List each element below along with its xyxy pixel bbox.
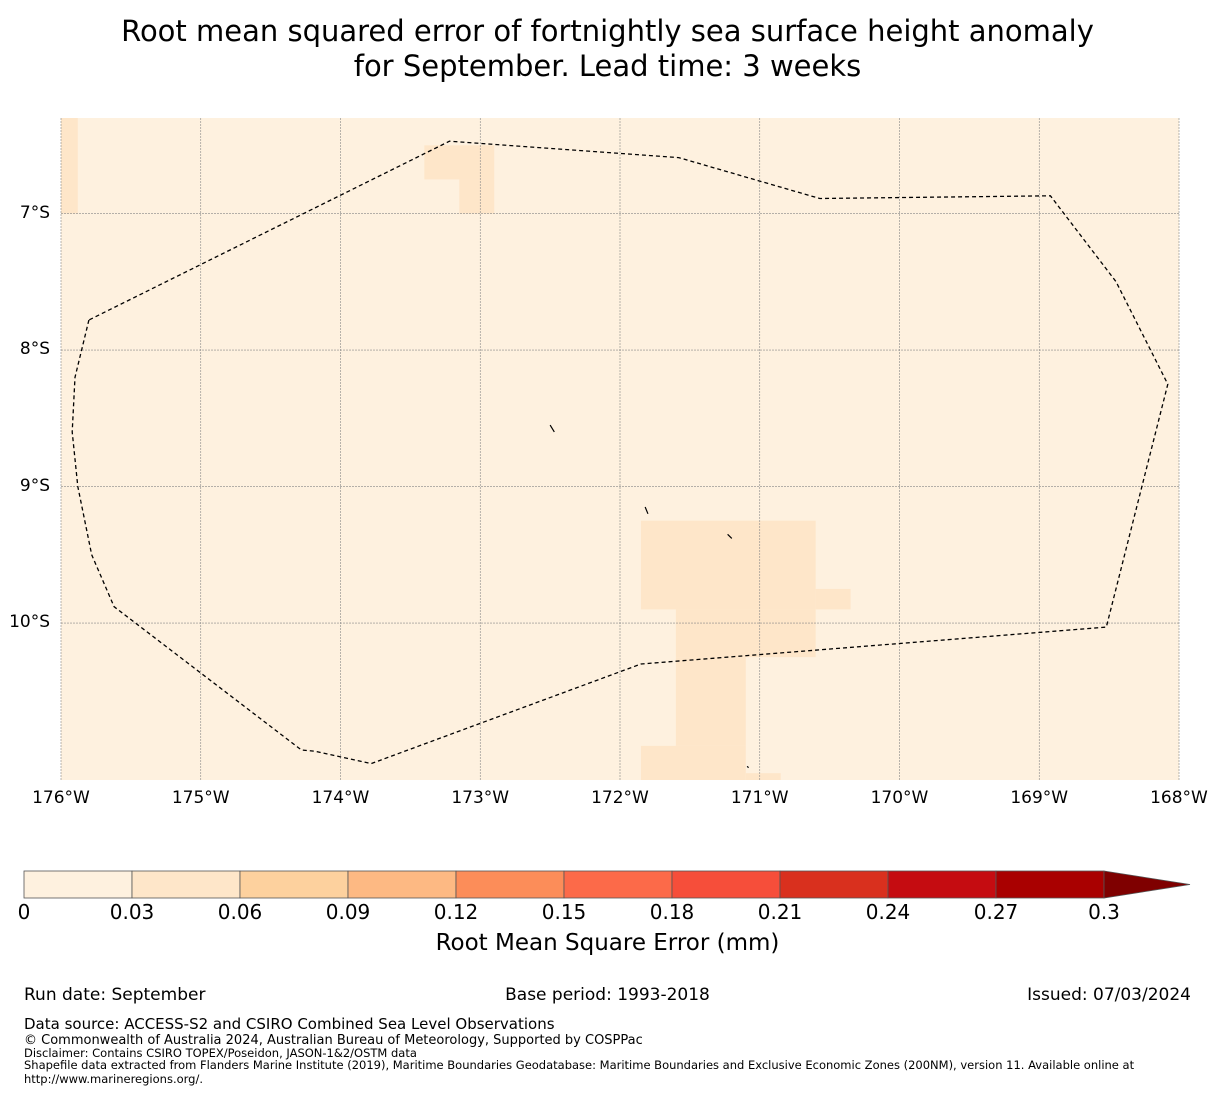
colorbar-segment — [347, 870, 457, 899]
colorbar-label: Root Mean Square Error (mm) — [435, 930, 780, 956]
colorbar-tick-label: 0.3 — [1088, 900, 1120, 924]
rmse-cell — [424, 145, 495, 180]
colorbar-tick-label: 0.18 — [649, 900, 695, 924]
base-period: Base period: 1993-2018 — [505, 985, 710, 1005]
colorbar-tick-label: 0.21 — [757, 900, 803, 924]
latitude-tick-label: 8°S — [19, 339, 50, 360]
title-line-1: Root mean squared error of fortnightly s… — [121, 14, 1094, 48]
latitude-tick-label: 9°S — [19, 475, 50, 496]
run-date: Run date: September — [24, 985, 206, 1005]
rmse-cell — [745, 773, 781, 780]
rmse-cell — [675, 657, 746, 746]
colorbar-segment — [779, 870, 889, 899]
colorbar-segment — [239, 870, 349, 899]
colorbar — [23, 870, 1191, 899]
disclaimer: Disclaimer: Contains CSIRO TOPEX/Poseido… — [24, 1046, 417, 1060]
colorbar-tick-label: 0.27 — [973, 900, 1019, 924]
colorbar-segment — [995, 870, 1105, 899]
colorbar-segment — [887, 870, 997, 899]
island — [549, 424, 555, 433]
longitude-tick-label: 173°W — [451, 788, 510, 808]
rmse-cell — [675, 609, 816, 658]
island — [644, 506, 649, 515]
map-plot — [60, 118, 1180, 780]
issued-date: Issued: 07/03/2024 — [1027, 985, 1191, 1005]
colorbar-tick-label: 0.12 — [433, 900, 479, 924]
colorbar-tick-label: 0.15 — [541, 900, 587, 924]
colorbar-segment — [563, 870, 673, 899]
colorbar-tick-label: 0.09 — [325, 900, 371, 924]
longitude-tick-label: 176°W — [32, 788, 90, 808]
rmse-cell — [815, 588, 851, 610]
shapefile-url: http://www.marineregions.org/. — [24, 1072, 203, 1086]
longitude-tick-label: 175°W — [171, 788, 230, 808]
latitude-tick-label: 7°S — [19, 202, 50, 223]
rmse-cell — [459, 179, 495, 214]
longitude-tick-label: 171°W — [730, 788, 789, 808]
rmse-cell — [640, 520, 816, 610]
eez-boundary — [71, 140, 1169, 765]
longitude-tick-label: 169°W — [1010, 788, 1069, 808]
latitude-tick-label: 10°S — [9, 612, 50, 633]
longitude-tick-label: 174°W — [311, 788, 370, 808]
title-line-2: for September. Lead time: 3 weeks — [353, 49, 862, 83]
colorbar-segment — [671, 870, 781, 899]
longitude-tick-label: 170°W — [870, 788, 929, 808]
rmse-cell — [640, 745, 746, 780]
copyright: © Commonwealth of Australia 2024, Austra… — [24, 1033, 643, 1048]
island — [727, 533, 733, 539]
colorbar-segment — [131, 870, 241, 899]
shapefile-credit: Shapefile data extracted from Flanders M… — [24, 1058, 1135, 1072]
island — [746, 765, 749, 769]
colorbar-extend-arrow — [1103, 870, 1191, 899]
rmse-cell — [61, 118, 78, 214]
colorbar-segment — [455, 870, 565, 899]
colorbar-tick-label: 0 — [17, 900, 31, 924]
longitude-tick-label: 172°W — [591, 788, 649, 808]
colorbar-tick-label: 0.03 — [109, 900, 155, 924]
colorbar-tick-label: 0.24 — [865, 900, 911, 924]
data-source: Data source: ACCESS-S2 and CSIRO Combine… — [24, 1015, 555, 1033]
colorbar-segment — [23, 870, 133, 899]
colorbar-tick-label: 0.06 — [217, 900, 263, 924]
longitude-tick-label: 168°W — [1150, 788, 1208, 808]
chart-title: Root mean squared error of fortnightly s… — [0, 14, 1215, 84]
